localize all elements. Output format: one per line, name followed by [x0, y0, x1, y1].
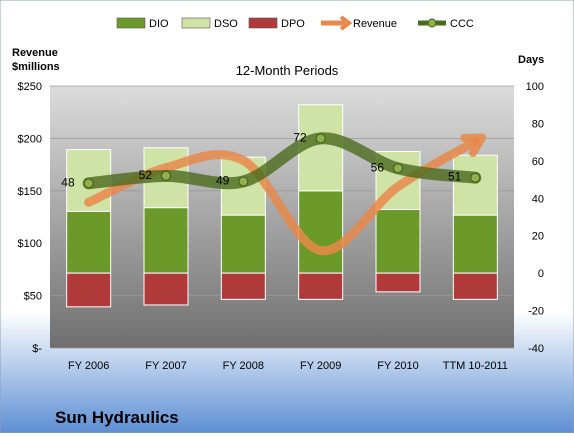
right-axis-tick-label: -20 — [528, 306, 544, 318]
left-axis-title-line2: $millions — [12, 61, 60, 73]
x-axis-tick-label: FY 2010 — [377, 360, 418, 372]
left-axis-tick-label: $- — [32, 343, 42, 355]
legend-label-ccc: CCC — [450, 18, 474, 30]
ccc-data-label: 49 — [216, 173, 230, 187]
dpo-bar — [298, 272, 344, 300]
legend-swatch-arrowhead — [339, 15, 353, 31]
left-axis-tick-label: $50 — [24, 291, 42, 303]
ccc-data-label: 48 — [61, 175, 75, 189]
right-axis-tick-label: 0 — [538, 268, 544, 280]
left-axis-tick-label: $150 — [18, 186, 42, 198]
legend-label-dio: DIO — [149, 18, 169, 30]
ccc-data-label: 52 — [139, 168, 153, 182]
x-axis-tick-label: FY 2009 — [300, 360, 341, 372]
ccc-point — [83, 178, 94, 189]
company-name: Sun Hydraulics — [55, 408, 179, 427]
legend-swatch-point — [427, 18, 437, 28]
legend-label-dso: DSO — [214, 18, 238, 30]
left-axis-tick-label: $200 — [18, 133, 42, 145]
ccc-point — [161, 170, 171, 181]
x-axis-tick-label: FY 2006 — [68, 360, 109, 372]
dpo-bar — [66, 272, 112, 308]
dpo-bar — [375, 272, 421, 293]
legend-label-dpo: DPO — [281, 18, 305, 30]
left-axis-tick-label: $100 — [18, 238, 42, 250]
legend-swatch-dio — [116, 17, 146, 29]
right-axis-tick-label: -40 — [528, 343, 544, 355]
right-axis-tick-label: 40 — [532, 193, 544, 205]
ccc-data-label: 51 — [448, 170, 462, 184]
dio-bar — [143, 207, 189, 274]
ccc-point — [315, 133, 326, 144]
x-axis-tick-label: TTM 10-2011 — [443, 360, 508, 372]
dpo-bar — [452, 272, 498, 300]
dio-bar — [220, 214, 266, 274]
dpo-bar — [143, 272, 189, 306]
ccc-data-label: 56 — [371, 160, 385, 174]
legend-swatch-dso — [181, 17, 211, 29]
dio-bar — [375, 209, 421, 274]
left-axis-title-line1: Revenue — [12, 47, 58, 59]
legend-label-revenue: Revenue — [353, 18, 397, 30]
legend-swatch-dpo — [248, 17, 278, 29]
revenue-line — [84, 137, 480, 256]
left-axis-tick-label: $250 — [18, 81, 42, 93]
dso-bar — [452, 154, 498, 216]
dpo-bar — [220, 272, 266, 300]
chart-title: 12-Month Periods — [236, 63, 339, 78]
right-axis-tick-label: 20 — [532, 231, 544, 243]
ccc-point — [393, 163, 403, 174]
right-axis-tick-label: 60 — [532, 156, 544, 168]
dio-bar — [66, 210, 112, 274]
x-axis-tick-label: FY 2008 — [223, 360, 264, 372]
ccc-data-label: 72 — [293, 130, 307, 144]
x-axis-tick-label: FY 2007 — [145, 360, 186, 372]
dio-bar — [298, 190, 344, 274]
ccc-point — [470, 172, 481, 183]
revenue-arrowhead — [460, 133, 487, 157]
right-axis-title: Days — [518, 54, 544, 66]
right-axis-tick-label: 80 — [532, 118, 544, 130]
dio-bar — [452, 214, 498, 274]
right-axis-tick-label: 100 — [526, 81, 544, 93]
ccc-point — [238, 176, 249, 187]
